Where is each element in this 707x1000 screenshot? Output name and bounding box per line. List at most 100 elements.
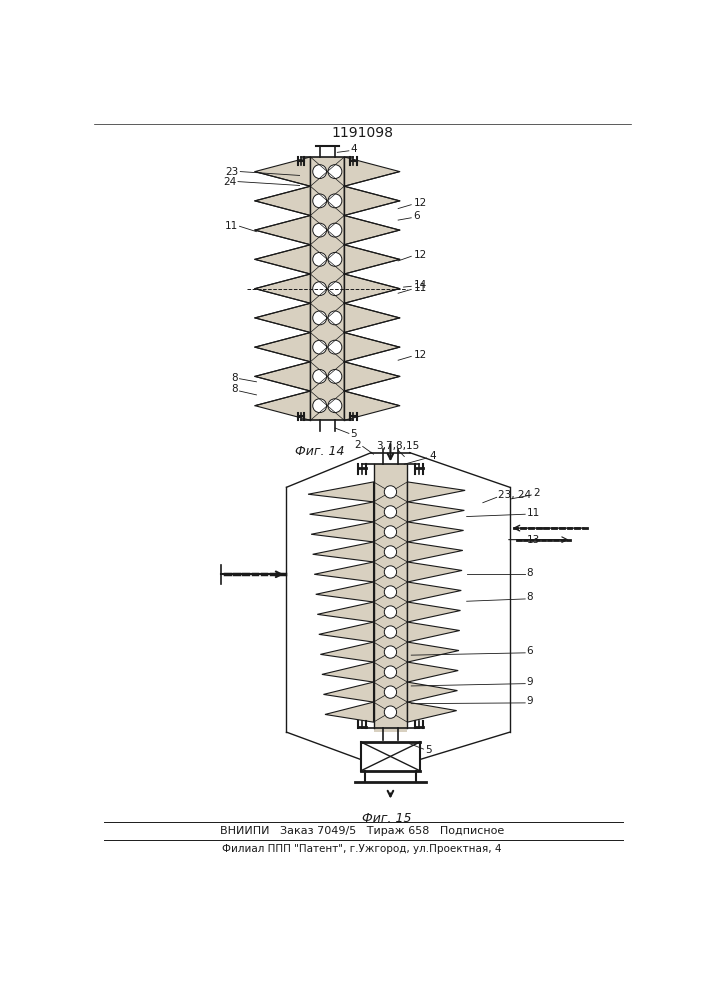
Polygon shape [344,333,399,362]
Circle shape [385,646,397,658]
Text: 14: 14 [414,280,427,290]
Polygon shape [344,215,399,245]
Polygon shape [407,702,457,722]
Polygon shape [407,602,460,622]
Circle shape [385,566,397,578]
Text: 11: 11 [414,283,427,293]
Bar [373,464,407,732]
Polygon shape [325,702,373,722]
Polygon shape [317,602,373,622]
Circle shape [385,586,397,598]
Text: 2: 2 [533,488,539,498]
Polygon shape [344,303,399,333]
Text: 11: 11 [527,508,540,518]
Text: 8: 8 [231,384,238,394]
Polygon shape [255,333,310,362]
Text: 9: 9 [527,677,533,687]
Circle shape [385,486,397,498]
Circle shape [385,606,397,618]
Circle shape [328,165,342,179]
Polygon shape [344,186,399,215]
Text: 8: 8 [527,592,533,602]
Text: 23, 24: 23, 24 [498,490,532,500]
Text: 24: 24 [223,177,236,187]
Polygon shape [407,522,464,542]
Circle shape [328,399,342,413]
Circle shape [385,706,397,718]
Text: 4: 4 [429,451,436,461]
Text: 13: 13 [527,535,540,545]
Polygon shape [407,682,457,702]
Polygon shape [344,362,399,391]
Text: 5: 5 [425,745,432,755]
Polygon shape [255,303,310,333]
Circle shape [385,626,397,638]
Text: 6: 6 [414,211,420,221]
Text: Филиал ППП "Патент", г.Ужгород, ул.Проектная, 4: Филиал ППП "Патент", г.Ужгород, ул.Проек… [222,844,502,854]
Polygon shape [319,622,373,642]
Circle shape [385,526,397,538]
Circle shape [328,252,342,266]
Circle shape [385,686,397,698]
Polygon shape [255,157,310,186]
Text: 8: 8 [231,373,238,383]
Circle shape [312,311,327,325]
Text: Фиг. 15: Фиг. 15 [362,812,411,825]
Polygon shape [320,642,373,662]
Text: 23: 23 [226,167,239,177]
Text: 1191098: 1191098 [331,126,393,140]
Polygon shape [255,391,310,420]
Polygon shape [310,502,373,522]
Circle shape [312,223,327,237]
Polygon shape [344,157,399,186]
Polygon shape [407,622,460,642]
Text: 12: 12 [414,250,427,260]
Polygon shape [322,662,373,682]
Polygon shape [255,274,310,303]
Text: 11: 11 [225,221,238,231]
Polygon shape [407,562,462,582]
Circle shape [385,506,397,518]
Circle shape [385,666,397,678]
Text: 6: 6 [527,646,533,656]
Circle shape [328,194,342,208]
Circle shape [312,165,327,179]
Bar [310,157,344,420]
Text: 2: 2 [354,440,361,450]
Circle shape [312,252,327,266]
Text: 12: 12 [414,198,427,208]
Polygon shape [324,682,373,702]
Polygon shape [316,582,373,602]
Circle shape [312,282,327,296]
Polygon shape [311,522,373,542]
Polygon shape [314,562,373,582]
Polygon shape [344,391,399,420]
Polygon shape [407,482,465,502]
Polygon shape [407,502,464,522]
Polygon shape [344,245,399,274]
Text: 12: 12 [414,350,427,360]
Circle shape [312,399,327,413]
Polygon shape [255,186,310,215]
Polygon shape [407,542,463,562]
Polygon shape [255,215,310,245]
Polygon shape [344,274,399,303]
Circle shape [328,311,342,325]
Text: ВНИИПИ   Заказ 7049/5   Тираж 658   Подписное: ВНИИПИ Заказ 7049/5 Тираж 658 Подписное [220,826,504,836]
Circle shape [385,546,397,558]
Text: 3,7,8,15: 3,7,8,15 [377,441,420,451]
Circle shape [312,194,327,208]
Polygon shape [407,582,461,602]
Text: 8: 8 [527,568,533,578]
Text: 5: 5 [351,429,357,439]
Circle shape [328,369,342,383]
Polygon shape [255,245,310,274]
Text: 9: 9 [527,696,533,706]
Polygon shape [407,662,458,682]
Polygon shape [255,362,310,391]
Text: Фиг. 14: Фиг. 14 [295,445,344,458]
Circle shape [312,340,327,354]
Circle shape [328,282,342,296]
Polygon shape [312,542,373,562]
Polygon shape [407,642,459,662]
